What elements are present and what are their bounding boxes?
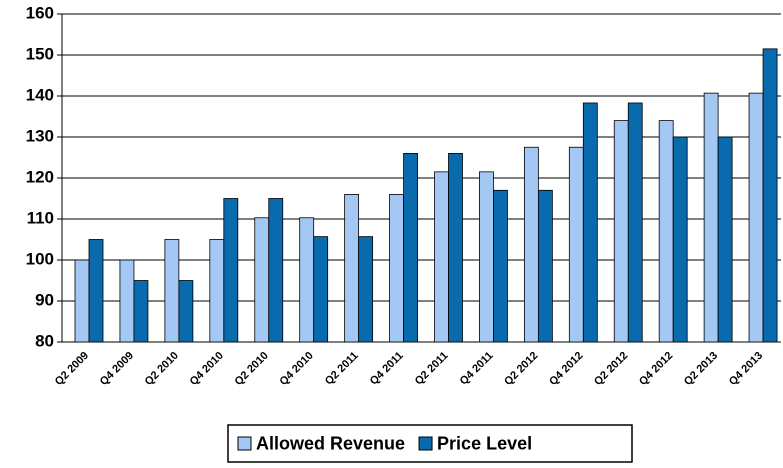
bar: [254, 217, 270, 343]
bar: [748, 92, 764, 343]
bar: [313, 236, 329, 343]
y-tick-label: 90: [35, 290, 54, 309]
x-tick-label: Q4 2010: [188, 350, 226, 388]
bar: [389, 193, 404, 343]
bar: [672, 136, 688, 343]
x-tick-label: Q2 2011: [323, 350, 361, 388]
bar: [762, 48, 778, 343]
legend-label: Price Level: [437, 433, 532, 453]
bar: [658, 120, 674, 343]
bar: [223, 198, 239, 343]
x-tick-label: Q4 2011: [458, 350, 496, 388]
y-tick-label: 140: [26, 85, 54, 104]
bar: [582, 102, 598, 343]
bar: [344, 193, 360, 343]
x-tick-label: Q4 2012: [637, 350, 675, 388]
bar: [523, 146, 539, 343]
bar: [178, 280, 194, 343]
bar: [88, 239, 104, 343]
x-tick-label: Q2 2011: [413, 350, 451, 388]
bar: [119, 259, 135, 343]
bar: [434, 171, 449, 343]
bar: [74, 259, 90, 343]
y-tick-label: 130: [26, 126, 54, 145]
x-tick-label: Q2 2012: [502, 350, 540, 388]
bar: [613, 120, 629, 343]
bar: [209, 239, 225, 343]
bar: [717, 136, 733, 343]
x-tick-label: Q2 2013: [682, 350, 720, 388]
bar: [627, 102, 643, 343]
bar: [568, 146, 584, 343]
x-tick-label: Q2 2010: [233, 350, 271, 388]
bar: [164, 239, 180, 343]
bar: [537, 189, 553, 343]
bar: [358, 236, 374, 343]
x-tick-label: Q4 2010: [277, 350, 315, 388]
bar: [493, 189, 508, 343]
x-tick-label: Q4 2012: [547, 350, 585, 388]
legend-swatch: [237, 436, 252, 451]
y-tick-label: 110: [27, 208, 54, 227]
y-tick-label: 120: [26, 167, 54, 186]
legend-swatch: [418, 436, 433, 451]
y-tick-label: 100: [26, 249, 54, 268]
y-tick-label: 160: [26, 3, 54, 22]
bar: [299, 217, 315, 343]
bar: [133, 280, 149, 343]
bar: [403, 152, 418, 343]
x-tick-label: Q4 2009: [98, 350, 136, 388]
x-tick-label: Q4 2011: [368, 350, 406, 388]
bar: [703, 92, 719, 343]
legend-label: Allowed Revenue: [256, 433, 405, 453]
bar: [268, 198, 284, 343]
x-tick-label: Q4 2013: [727, 350, 765, 388]
bar: [448, 152, 463, 343]
x-tick-label: Q2 2012: [592, 350, 630, 388]
y-tick-label: 150: [26, 44, 54, 63]
y-tick-label: 80: [35, 331, 54, 350]
x-tick-label: Q2 2010: [143, 350, 181, 388]
bar: [479, 171, 494, 343]
x-tick-label: Q2 2009: [53, 350, 91, 388]
